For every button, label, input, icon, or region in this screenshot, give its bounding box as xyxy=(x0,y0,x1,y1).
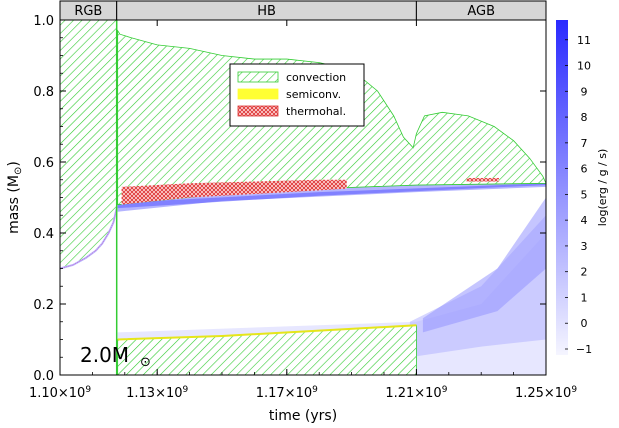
colorbar-tick-label: 5 xyxy=(581,188,588,201)
colorbar-tick-label: 1 xyxy=(581,291,588,304)
rgb-envelope-boundary-dash xyxy=(59,208,118,269)
y-axis-label-text: mass (M xyxy=(6,175,22,234)
phase-bar: RGB HB AGB xyxy=(59,0,547,21)
colorbar-tick-label: 6 xyxy=(581,163,588,176)
sun-symbol-icon: ⊙ xyxy=(13,167,24,175)
energy-band-4 xyxy=(117,183,546,209)
colorbar-tick-label: 2 xyxy=(581,266,588,279)
colorbar-gradient xyxy=(556,20,568,355)
rgb-envelope-convection xyxy=(59,19,118,270)
legend: convection semiconv. thermohal. xyxy=(229,63,365,127)
colorbar-tick-label: 7 xyxy=(581,137,588,150)
y-tick-label: 0.6 xyxy=(33,156,54,171)
phase-label-hb: HB xyxy=(257,4,276,19)
legend-label-semiconv: semiconv. xyxy=(286,88,341,101)
agb-thermohaline xyxy=(466,177,500,182)
phase-label-rgb: RGB xyxy=(74,4,102,19)
colorbar-tick-label: 10 xyxy=(577,60,591,73)
colorbar: −1 0 1 2 3 4 5 6 7 8 9 10 11 xyxy=(556,20,592,356)
colorbar-tick-label: 4 xyxy=(581,214,588,227)
x-axis-label: time (yrs) xyxy=(269,408,337,424)
y-axis-label-close: ) xyxy=(6,161,22,166)
energy-band-2 xyxy=(422,197,546,333)
legend-label-convection: convection xyxy=(286,71,346,84)
boundary-lines-layer xyxy=(59,20,118,375)
colorbar-tick-label: 9 xyxy=(581,85,588,98)
colorbar-label: log(erg / g / s) xyxy=(596,149,609,227)
y-tick-label: 0.2 xyxy=(33,298,54,313)
mass-annotation-text: 2.0M xyxy=(80,343,129,367)
x-tick-label: 1.10×109 xyxy=(29,385,91,401)
x-tick-label: 1.13×109 xyxy=(126,385,188,401)
core-semiconvection-edge xyxy=(117,324,417,341)
y-tick-label: 0.4 xyxy=(33,227,54,242)
legend-swatch-semiconv xyxy=(237,88,279,100)
mass-annotation: 2.0M xyxy=(80,343,129,367)
x-tick-label: 1.17×109 xyxy=(256,385,318,401)
x-tick-label: 1.21×109 xyxy=(385,385,447,401)
colorbar-tick-label: 8 xyxy=(581,111,588,124)
colorbar-tick-label: 11 xyxy=(577,34,591,47)
hb-thermohaline xyxy=(121,179,347,205)
x-tick-label: 1.25×109 xyxy=(515,385,577,401)
legend-label-thermohal: thermohal. xyxy=(286,105,346,118)
phase-label-agb: AGB xyxy=(467,4,495,19)
legend-swatch-thermohal xyxy=(237,105,279,117)
x-axis: 1.10×109 1.13×109 1.17×109 1.21×109 1.25×109 xyxy=(29,20,577,401)
y-axis-label: mass (M⊙) xyxy=(6,161,24,234)
legend-swatch-convection xyxy=(237,71,279,83)
y-axis: 0.0 0.2 0.4 0.6 0.8 1.0 xyxy=(33,14,546,384)
colorbar-tick-label: −1 xyxy=(576,343,592,356)
mass-sun-symbol-icon: ⊙ xyxy=(140,355,151,370)
colorbar-tick-label: 0 xyxy=(581,317,588,330)
plot-area xyxy=(59,19,547,376)
y-tick-label: 0.0 xyxy=(33,369,54,384)
y-tick-label: 1.0 xyxy=(33,14,54,29)
colorbar-tick-label: 3 xyxy=(581,240,588,253)
y-tick-label: 0.8 xyxy=(33,85,54,100)
